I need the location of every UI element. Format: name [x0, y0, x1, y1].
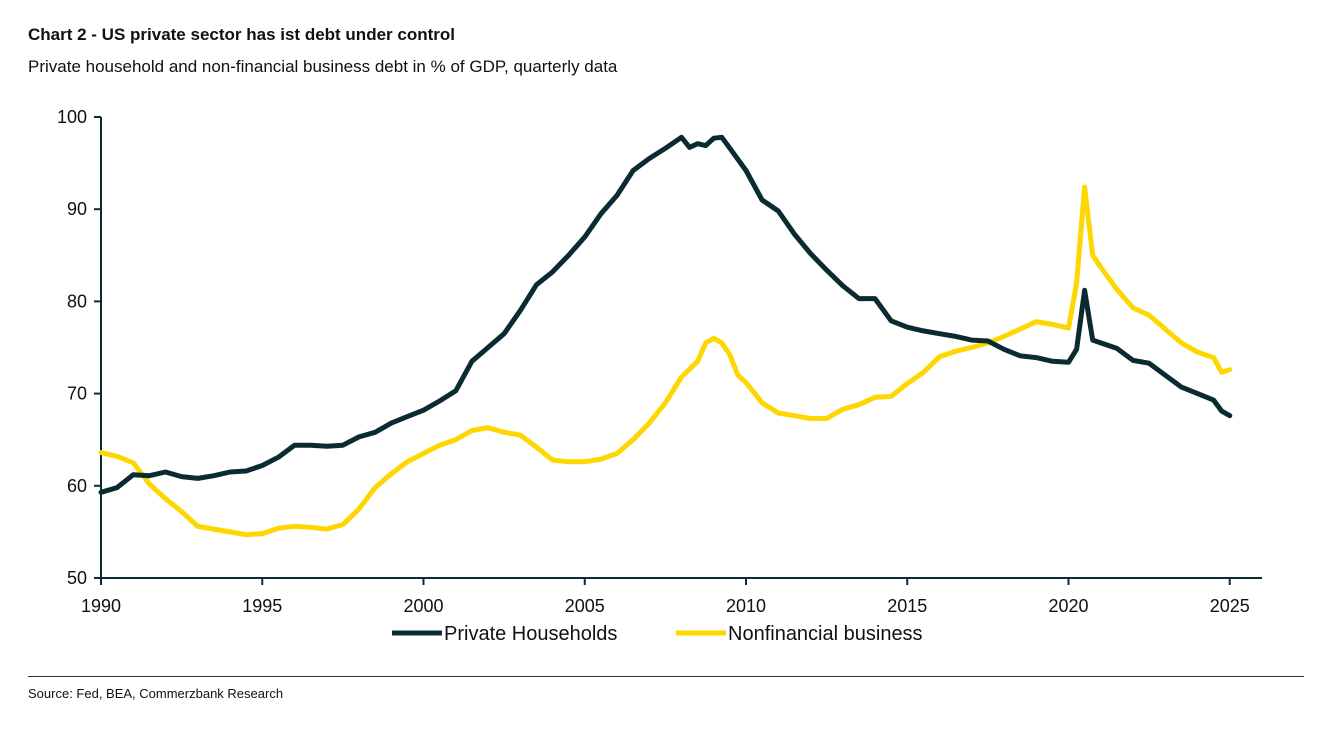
y-tick-label: 60 [67, 476, 87, 496]
x-tick-label: 2025 [1210, 596, 1250, 616]
x-tick-label: 2020 [1048, 596, 1088, 616]
chart-series [98, 134, 1233, 538]
y-tick-label: 50 [67, 568, 87, 588]
series-line-private-households [98, 134, 1233, 495]
y-tick-label: 70 [67, 384, 87, 404]
x-tick-label: 2010 [726, 596, 766, 616]
x-tick-label: 2000 [403, 596, 443, 616]
series-line-nonfinancial-business [98, 184, 1233, 538]
chart-axes: 50 60 70 80 90 100 1990 1995 2000 2005 2010 2015 202… [57, 107, 1262, 616]
legend-item-nonfinancial-business: Nonfinancial business [676, 623, 923, 645]
x-tick-label: 1990 [81, 596, 121, 616]
chart-subtitle: Private household and non-financial busi… [28, 57, 618, 76]
x-tick-label: 1995 [242, 596, 282, 616]
source-note: Source: Fed, BEA, Commerzbank Research [28, 686, 284, 701]
legend-item-private-households: Private Households [392, 623, 617, 645]
legend-label: Nonfinancial business [728, 623, 923, 645]
x-tick-label: 2015 [887, 596, 927, 616]
chart-title: Chart 2 - US private sector has ist debt… [28, 25, 455, 44]
source-divider [28, 676, 1304, 677]
legend-label: Private Households [444, 623, 617, 645]
y-tick-label: 100 [57, 107, 87, 127]
y-tick-label: 90 [67, 199, 87, 219]
y-tick-label: 80 [67, 291, 87, 311]
x-tick-label: 2005 [565, 596, 605, 616]
chart-legend: Private Households Nonfinancial business [392, 623, 923, 645]
